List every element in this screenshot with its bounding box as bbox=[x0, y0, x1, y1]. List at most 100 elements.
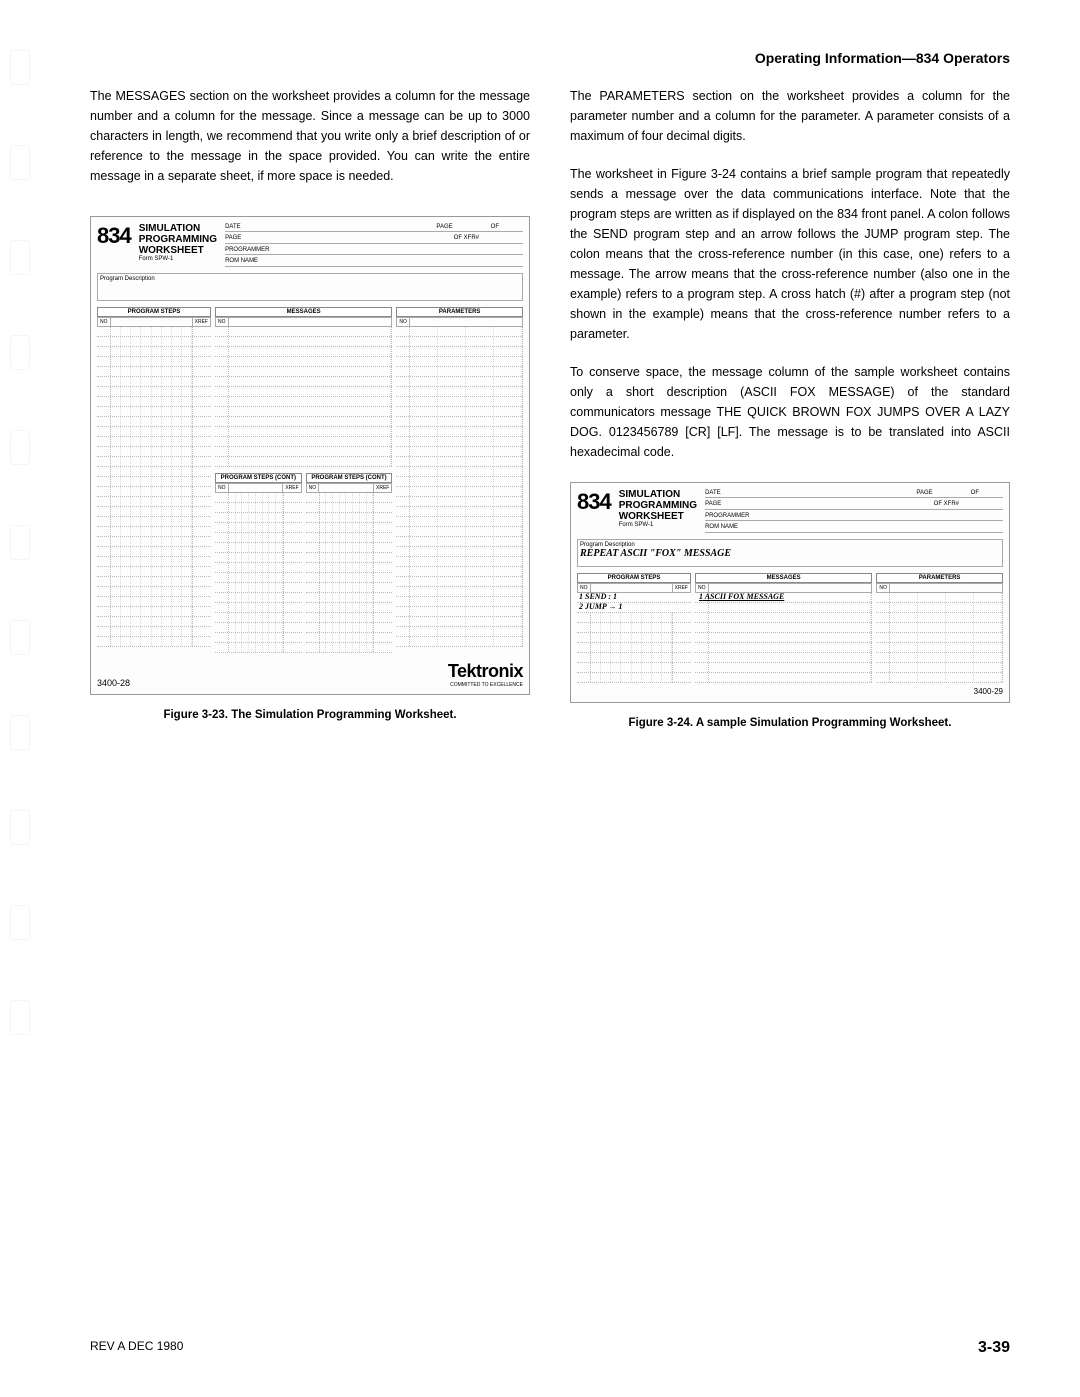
table-row bbox=[396, 397, 523, 407]
table-row: 2 JUMP → 1 bbox=[577, 603, 691, 613]
table-row bbox=[97, 417, 211, 427]
table-row bbox=[396, 327, 523, 337]
table-row bbox=[215, 447, 392, 457]
program-description-box: Program Description bbox=[97, 273, 523, 301]
worksheet-meta: DATEPAGEOF PAGEOF XFR# PROGRAMMER ROM NA… bbox=[705, 489, 1003, 535]
table-row bbox=[876, 603, 1003, 613]
table-row bbox=[306, 603, 393, 613]
table-row bbox=[876, 653, 1003, 663]
table-row bbox=[97, 627, 211, 637]
table-row bbox=[396, 547, 523, 557]
table-row bbox=[396, 487, 523, 497]
table-row bbox=[876, 643, 1003, 653]
table-row bbox=[215, 563, 302, 573]
message-conserve-note: To conserve space, the message column of… bbox=[570, 362, 1010, 462]
table-row bbox=[577, 613, 691, 623]
table-row bbox=[97, 467, 211, 477]
table-row bbox=[396, 387, 523, 397]
table-row bbox=[396, 607, 523, 617]
table-row bbox=[695, 663, 872, 673]
table-row bbox=[97, 527, 211, 537]
table-row bbox=[215, 367, 392, 377]
table-row bbox=[876, 673, 1003, 683]
model-number: 834 bbox=[577, 489, 611, 515]
table-row bbox=[876, 623, 1003, 633]
handwritten-message: 1 ASCII FOX MESSAGE bbox=[699, 592, 784, 601]
table-row bbox=[876, 593, 1003, 603]
table-row bbox=[396, 467, 523, 477]
table-row bbox=[97, 397, 211, 407]
table-row bbox=[215, 457, 392, 467]
table-row bbox=[97, 447, 211, 457]
table-row bbox=[695, 653, 872, 663]
table-row bbox=[306, 573, 393, 583]
table-row bbox=[97, 517, 211, 527]
table-row bbox=[396, 507, 523, 517]
program-steps-section: PROGRAM STEPS NOXREF bbox=[97, 307, 211, 653]
table-row bbox=[695, 673, 872, 683]
table-row bbox=[215, 623, 302, 633]
table-row bbox=[215, 593, 302, 603]
table-row bbox=[306, 533, 393, 543]
table-row bbox=[396, 477, 523, 487]
table-row bbox=[306, 623, 393, 633]
messages-description: The MESSAGES section on the worksheet pr… bbox=[90, 86, 530, 186]
table-row bbox=[97, 377, 211, 387]
table-row bbox=[215, 397, 392, 407]
table-row bbox=[215, 583, 302, 593]
table-row bbox=[396, 417, 523, 427]
binding-marks bbox=[10, 50, 50, 1347]
table-row bbox=[396, 447, 523, 457]
table-row bbox=[215, 573, 302, 583]
table-row bbox=[396, 577, 523, 587]
table-row bbox=[97, 357, 211, 367]
table-row bbox=[215, 613, 302, 623]
page-header: Operating Information—834 Operators bbox=[90, 50, 1010, 66]
table-row bbox=[97, 577, 211, 587]
table-row bbox=[306, 523, 393, 533]
table-row bbox=[97, 337, 211, 347]
table-row bbox=[97, 567, 211, 577]
table-row bbox=[695, 613, 872, 623]
table-row bbox=[215, 603, 302, 613]
table-row bbox=[97, 327, 211, 337]
worksheet-title: SIMULATION PROGRAMMING WORKSHEET Form SP… bbox=[139, 223, 217, 263]
table-row bbox=[97, 557, 211, 567]
sample-parameters: PARAMETERS NO bbox=[876, 573, 1003, 683]
table-row bbox=[396, 617, 523, 627]
table-row bbox=[215, 493, 302, 503]
table-row bbox=[695, 643, 872, 653]
table-row bbox=[306, 503, 393, 513]
parameters-description: The PARAMETERS section on the worksheet … bbox=[570, 86, 1010, 146]
tektronix-tagline: COMMITTED TO EXCELLENCE bbox=[448, 682, 523, 688]
figure-caption-right: Figure 3-24. A sample Simulation Program… bbox=[570, 717, 1010, 729]
handwritten-step: 1 SEND : 1 bbox=[579, 592, 617, 601]
table-row bbox=[577, 653, 691, 663]
table-row bbox=[215, 513, 302, 523]
table-row bbox=[215, 417, 392, 427]
messages-section: MESSAGES NO PROGRAM STEPS (CONT) NOXREF … bbox=[215, 307, 392, 653]
table-row bbox=[306, 643, 393, 653]
table-row bbox=[306, 513, 393, 523]
table-row bbox=[396, 527, 523, 537]
table-row bbox=[215, 533, 302, 543]
table-row bbox=[396, 357, 523, 367]
table-row bbox=[97, 367, 211, 377]
table-row bbox=[215, 543, 302, 553]
table-row bbox=[215, 327, 392, 337]
table-row bbox=[215, 377, 392, 387]
table-row bbox=[306, 633, 393, 643]
table-row bbox=[215, 357, 392, 367]
right-column: The PARAMETERS section on the worksheet … bbox=[570, 86, 1010, 729]
table-row bbox=[97, 617, 211, 627]
table-row bbox=[577, 633, 691, 643]
table-row bbox=[97, 537, 211, 547]
table-row bbox=[396, 587, 523, 597]
table-row bbox=[97, 407, 211, 417]
table-row bbox=[97, 597, 211, 607]
table-row bbox=[97, 437, 211, 447]
table-row bbox=[215, 643, 302, 653]
form-number: 3400-28 bbox=[97, 678, 130, 688]
table-row bbox=[396, 567, 523, 577]
table-row bbox=[577, 663, 691, 673]
